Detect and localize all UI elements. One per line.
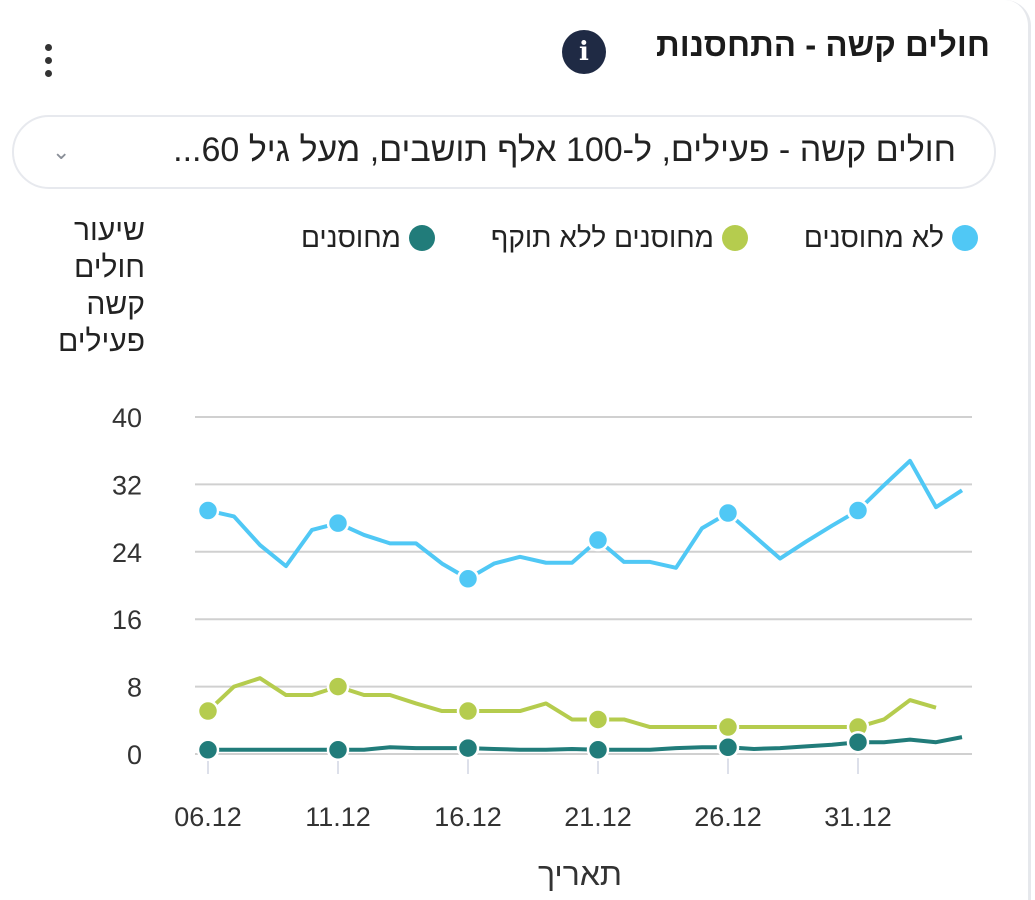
- legend-dot: [952, 225, 978, 251]
- y-axis-title: שיעור חולים קשה פעילים: [58, 214, 145, 358]
- x-tick-label: 31.12: [824, 802, 892, 832]
- x-tick-label: 06.12: [174, 802, 242, 832]
- series-line-1: [206, 676, 937, 730]
- data-point-marker: [196, 499, 220, 522]
- y-tick-label: 24: [112, 538, 142, 568]
- y-tick-label: 0: [127, 740, 142, 770]
- info-icon[interactable]: i: [562, 30, 606, 74]
- x-tick-label: 11.12: [305, 802, 371, 832]
- legend-label: לא מחוסנים: [803, 222, 944, 253]
- legend-dot: [721, 225, 748, 251]
- legend-item-unvaccinated[interactable]: לא מחוסנים: [804, 222, 978, 254]
- chevron-down-icon: ⌄: [52, 139, 71, 164]
- kebab-menu-icon[interactable]: [40, 44, 56, 84]
- data-point-marker: [716, 715, 740, 739]
- y-tick-label: 8: [127, 673, 142, 703]
- data-point-marker: [456, 699, 480, 723]
- legend-item-vaccinated[interactable]: מחוסנים: [301, 222, 435, 254]
- y-tick-label: 40: [112, 403, 142, 433]
- x-tick-label: 26.12: [694, 802, 762, 832]
- legend-label: מחוסנים: [300, 222, 401, 253]
- data-point-marker: [716, 736, 740, 759]
- data-point-marker: [196, 738, 220, 762]
- x-tick-label: 16.12: [434, 802, 502, 832]
- data-point-marker: [586, 738, 610, 762]
- data-point-marker: [326, 511, 350, 535]
- legend-label: מחוסנים ללא תוקף: [490, 222, 714, 253]
- data-point-marker: [456, 736, 480, 760]
- data-point-marker: [586, 528, 610, 552]
- data-point-marker: [456, 567, 480, 591]
- series-line-0: [207, 458, 964, 581]
- data-point-marker: [586, 708, 610, 731]
- legend-item-expired[interactable]: מחוסנים ללא תוקף: [491, 222, 748, 254]
- x-axis-title: תאריך: [537, 856, 623, 892]
- x-tick-label: 21.12: [564, 802, 632, 832]
- legend-dot: [408, 225, 435, 251]
- metric-select-value: חולים קשה - פעילים, ל-100 אלף תושבים, מע…: [173, 131, 956, 169]
- metric-select[interactable]: חולים קשה - פעילים, ל-100 אלף תושבים, מע…: [12, 115, 996, 189]
- data-point-marker: [846, 499, 870, 522]
- card-title: חולים קשה - התחסנות: [656, 26, 990, 63]
- data-point-marker: [196, 699, 220, 723]
- y-tick-label: 16: [112, 605, 142, 635]
- data-point-marker: [716, 501, 740, 525]
- data-point-marker: [326, 738, 350, 762]
- data-point-marker: [326, 675, 350, 698]
- data-point-marker: [846, 730, 870, 754]
- legend: לא מחוסנים מחוסנים ללא תוקף מחוסנים: [301, 222, 978, 254]
- y-tick-label: 32: [112, 470, 142, 500]
